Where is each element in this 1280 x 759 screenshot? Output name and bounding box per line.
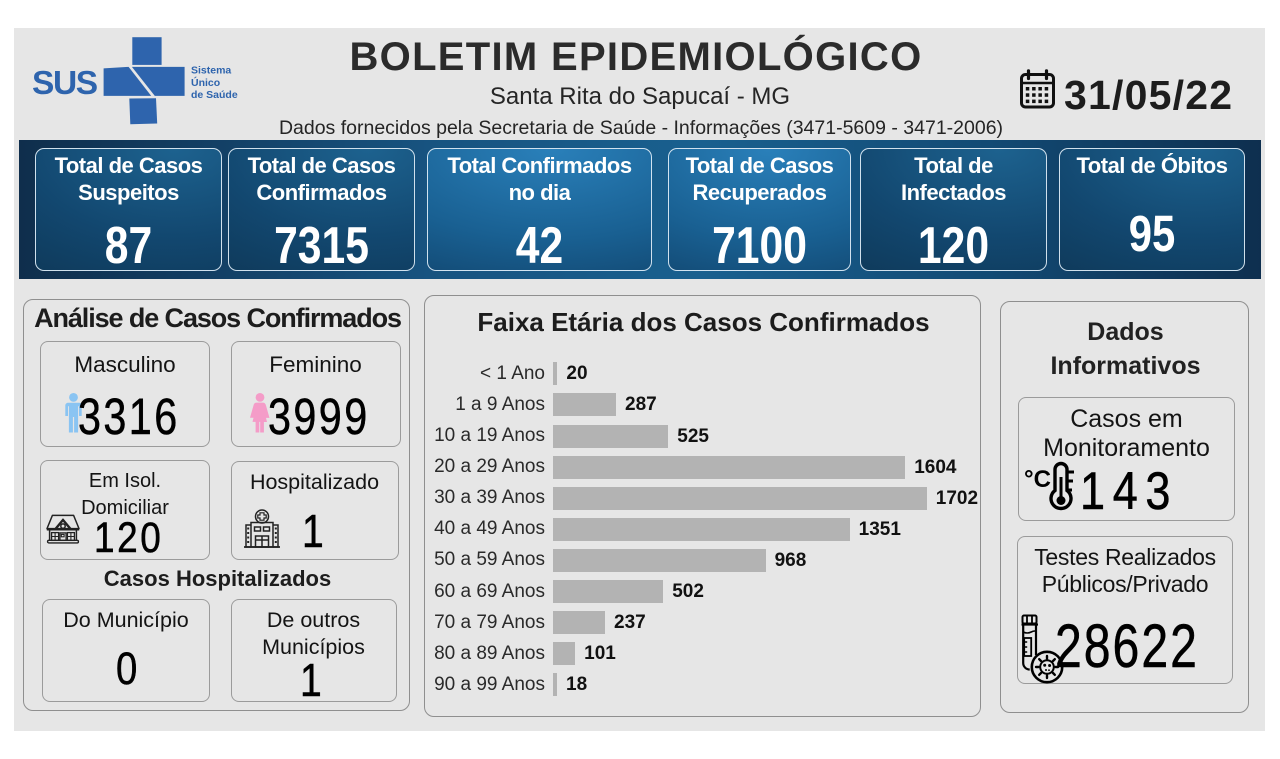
- svg-text:Único: Único: [191, 76, 220, 89]
- svg-text:de Saúde: de Saúde: [191, 89, 238, 101]
- svg-text:Sistema: Sistema: [191, 65, 231, 77]
- svg-text:SUS: SUS: [32, 65, 98, 102]
- svg-text:°C: °C: [1025, 466, 1051, 493]
